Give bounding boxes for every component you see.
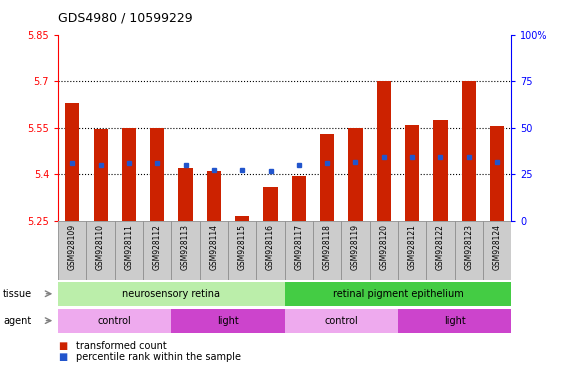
Bar [94, 129, 107, 221]
Text: GSM928119: GSM928119 [351, 224, 360, 270]
Text: ■: ■ [58, 341, 67, 351]
Text: light: light [444, 316, 465, 326]
Bar [235, 216, 249, 221]
Text: GSM928114: GSM928114 [209, 224, 218, 270]
Text: GSM928121: GSM928121 [408, 224, 417, 270]
Bar [285, 309, 398, 333]
Bar [285, 282, 511, 306]
Text: agent: agent [3, 316, 31, 326]
Bar [178, 168, 193, 221]
Bar [292, 176, 306, 221]
Text: control: control [98, 316, 132, 326]
Text: tissue: tissue [3, 289, 32, 299]
Bar [455, 221, 483, 280]
Bar [122, 128, 136, 221]
Bar [490, 126, 504, 221]
Bar [398, 309, 511, 333]
Text: percentile rank within the sample: percentile rank within the sample [76, 352, 241, 362]
Bar [483, 221, 511, 280]
Text: GSM928124: GSM928124 [493, 224, 501, 270]
Text: GDS4980 / 10599229: GDS4980 / 10599229 [58, 12, 193, 25]
Bar [207, 171, 221, 221]
Bar [263, 187, 278, 221]
Text: GSM928113: GSM928113 [181, 224, 190, 270]
Text: GSM928112: GSM928112 [153, 224, 162, 270]
Bar [285, 221, 313, 280]
Bar [171, 221, 200, 280]
Text: GSM928120: GSM928120 [379, 224, 388, 270]
Bar [376, 81, 391, 221]
Bar [150, 128, 164, 221]
Bar [58, 309, 171, 333]
Text: light: light [217, 316, 239, 326]
Bar [320, 134, 334, 221]
Text: ■: ■ [58, 352, 67, 362]
Text: transformed count: transformed count [76, 341, 166, 351]
Bar [58, 221, 87, 280]
Bar [143, 221, 171, 280]
Text: GSM928109: GSM928109 [68, 224, 77, 270]
Bar [115, 221, 143, 280]
Text: GSM928110: GSM928110 [96, 224, 105, 270]
Bar [433, 120, 447, 221]
Bar [462, 81, 476, 221]
Bar [313, 221, 342, 280]
Text: neurosensory retina: neurosensory retina [123, 289, 220, 299]
Text: retinal pigment epithelium: retinal pigment epithelium [332, 289, 464, 299]
Bar [426, 221, 455, 280]
Bar [342, 221, 370, 280]
Bar [58, 282, 285, 306]
Text: control: control [324, 316, 358, 326]
Bar [405, 124, 419, 221]
Bar [256, 221, 285, 280]
Text: GSM928122: GSM928122 [436, 224, 445, 270]
Bar [87, 221, 115, 280]
Bar [349, 128, 363, 221]
Bar [171, 309, 285, 333]
Text: GSM928123: GSM928123 [464, 224, 474, 270]
Text: GSM928111: GSM928111 [124, 224, 134, 270]
Text: GSM928115: GSM928115 [238, 224, 247, 270]
Text: GSM928117: GSM928117 [295, 224, 303, 270]
Bar [370, 221, 398, 280]
Text: GSM928116: GSM928116 [266, 224, 275, 270]
Bar [200, 221, 228, 280]
Bar [65, 103, 80, 221]
Bar [228, 221, 256, 280]
Bar [398, 221, 426, 280]
Text: GSM928118: GSM928118 [322, 224, 332, 270]
